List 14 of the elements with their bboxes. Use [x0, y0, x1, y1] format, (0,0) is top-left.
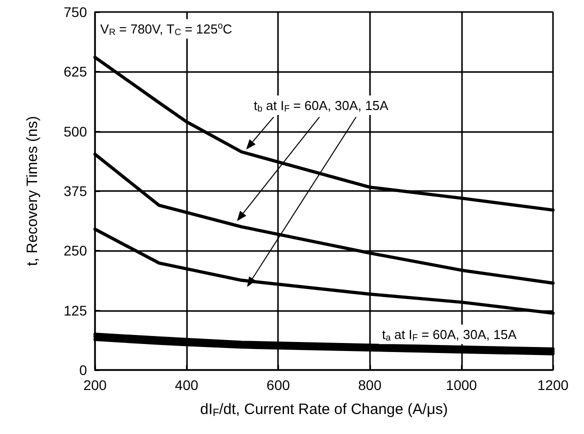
x-tick-label: 1200	[537, 377, 569, 393]
x-tick-label: 1000	[446, 377, 478, 393]
y-axis-title: t, Recovery Times (ns)	[24, 116, 41, 266]
y-tick-label: 500	[64, 123, 88, 140]
x-tick-label: 800	[358, 377, 382, 393]
y-tick-label: 125	[64, 302, 88, 318]
y-tick-label: 250	[64, 242, 88, 259]
y-tick-label: 0	[79, 362, 88, 378]
y-tick-label: 375	[64, 183, 88, 199]
x-tick-label: 400	[174, 377, 198, 393]
y-tick-label: 750	[64, 4, 88, 20]
x-tick-label: 200	[83, 377, 107, 393]
x-tick-label: 600	[266, 377, 290, 393]
y-tick-label: 625	[64, 64, 88, 80]
